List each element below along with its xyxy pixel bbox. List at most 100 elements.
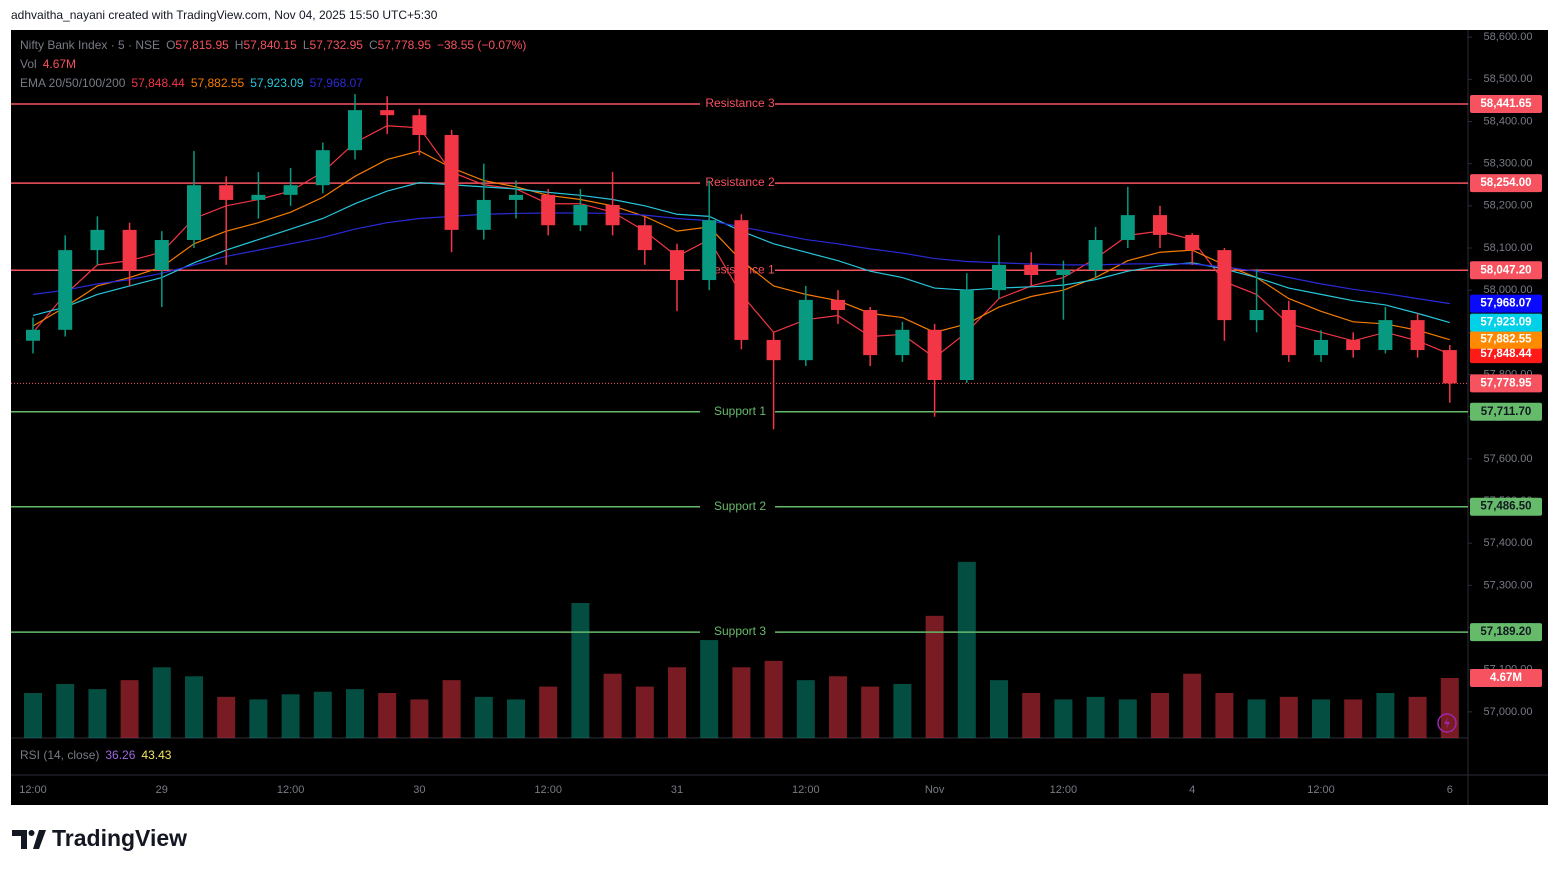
candle-body [444,134,459,230]
candle-body [1088,239,1103,270]
x-tick-label: 4 [1189,784,1195,796]
legend-row: Vol 4.67M [20,57,76,71]
ohlc-key: C [369,38,378,52]
candle-body [476,199,491,230]
candle-body [927,329,942,380]
volume-bar [1086,696,1105,738]
level-price-label: 57,711.70 [1481,406,1532,418]
volume-bar [281,694,300,738]
volume-bar [539,686,558,738]
level-price-label: 58,047.20 [1480,264,1531,276]
x-tick-label: 12:00 [1307,784,1335,796]
legend: Nifty Bank Index · 5 · NSE O57,815.95 H57,… [20,38,526,762]
candle-body [1249,309,1264,321]
volume-bar [217,696,236,738]
level-label-bg [700,403,775,420]
candle-body [315,150,330,186]
level-price-label-bg [1470,402,1542,421]
x-tick-label: 30 [413,784,425,796]
volume-bar [1279,696,1298,738]
volume-bar [24,693,42,738]
ema-title: EMA 20/50/100/200 [20,76,126,90]
last-price-label-bg [1470,374,1542,393]
candle-body [959,290,974,380]
alert-icon[interactable] [1437,713,1457,733]
level-price-label-bg [1470,261,1542,280]
y-tick-label: 58,600.00 [1484,31,1533,43]
volume-bar [313,691,332,738]
candle-body [1185,234,1200,251]
candle-body [831,299,845,310]
volume-bar [410,699,429,738]
volume-bar [346,689,364,738]
volume-bar [1312,699,1330,738]
y-tick-label: 57,000.00 [1484,706,1533,718]
legend-row: EMA 20/50/100/200 57,848.44 57,882.55 57,92… [20,76,363,90]
volume-bar [1376,693,1395,738]
candle-body [1410,320,1425,351]
candle-body [863,309,878,356]
volume-title: Vol [20,57,37,71]
brand-name: TradingView [52,825,187,851]
candle-body [1346,339,1361,351]
ema-price-label: 57,923.09 [1480,317,1531,329]
x-tick-label: 31 [671,784,683,796]
ema-price-label: 57,968.07 [1480,298,1531,310]
x-tick-label: 12:00 [1050,784,1078,796]
volume-bar [796,680,815,738]
volume-bar [1022,693,1041,738]
candle-body [348,110,362,151]
ema-price-label: 57,882.55 [1480,334,1532,346]
candle-body [895,329,910,356]
candle-body [1217,250,1232,321]
candle-body [573,204,588,226]
ema-value: 57,848.44 [131,76,185,90]
candle-body [1120,215,1135,240]
volume-bar [925,615,944,738]
volume-bar [861,686,880,738]
volume-bar [732,667,751,738]
volume-bar [1054,699,1073,738]
candle-body [1281,309,1296,356]
x-tick-label: 29 [156,784,168,796]
volume-bar [990,680,1008,738]
candle-body [26,329,40,341]
volume-bar [378,693,397,738]
volume-bar [1440,677,1459,738]
rsi-value: 36.26 [105,748,135,762]
volume-bar [635,686,654,738]
level-label-bg [700,498,775,515]
attribution: adhvaitha_nayani created with TradingVie… [11,8,438,22]
volume-bar [1344,699,1363,738]
level-label-bg [700,624,775,641]
y-tick-label: 58,200.00 [1484,200,1533,212]
x-tick-label: 12:00 [19,784,47,796]
ema-value: 57,882.55 [191,76,245,90]
volume-bar [700,628,719,738]
volume-bar [507,699,525,738]
level-price-label: 57,189.20 [1480,626,1531,638]
level-price-label: 58,441.65 [1480,98,1532,110]
ohlc-value: 57,815.95 [175,38,229,52]
volume-bar [957,561,976,738]
ema-price-label-bg [1470,345,1542,364]
level-price-label-bg [1470,497,1542,516]
level-price-label-bg [1470,623,1542,642]
level-price-label-bg [1470,94,1542,113]
ema-price-label-bg [1470,313,1542,332]
rsi-title: RSI (14, close) [20,748,99,762]
candle-body [380,110,395,116]
candle-body [734,220,749,340]
candle-body [122,229,137,270]
candle-body [187,185,201,240]
candle-body [670,250,684,281]
volume-bar [1247,699,1266,738]
y-tick-label: 58,300.00 [1484,158,1533,170]
volume-bar [442,680,461,738]
volume-bar [668,667,686,738]
ohlc-key: O [166,38,175,52]
ema-price-label-bg [1470,294,1542,313]
candle-body [1153,215,1167,235]
last-price-label: 57,778.95 [1480,377,1532,389]
candle-body [1056,269,1071,275]
